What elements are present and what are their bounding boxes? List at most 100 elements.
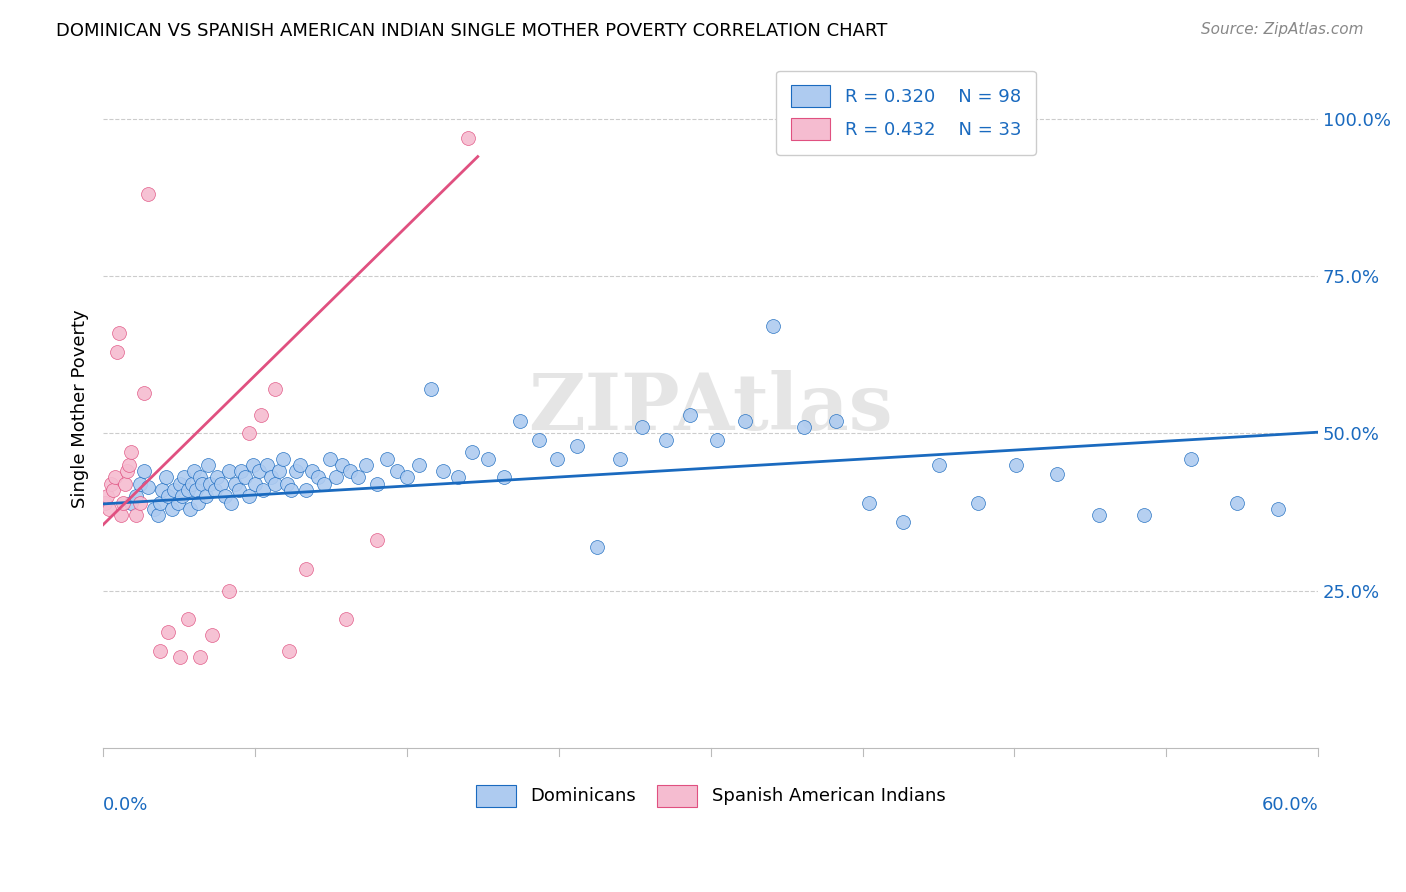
Point xyxy=(94,496,117,510)
Point xyxy=(278,643,301,657)
Point xyxy=(280,483,302,497)
Point xyxy=(269,464,291,478)
Point xyxy=(457,130,479,145)
Point xyxy=(179,502,201,516)
Point xyxy=(128,496,150,510)
Point xyxy=(197,458,219,472)
Point xyxy=(284,464,307,478)
Point xyxy=(163,483,186,497)
Point xyxy=(276,476,298,491)
Point xyxy=(1133,508,1156,523)
Point xyxy=(156,624,179,639)
Point xyxy=(172,489,194,503)
Point xyxy=(762,319,785,334)
Point xyxy=(214,489,236,503)
Point xyxy=(121,445,143,459)
Point xyxy=(128,476,150,491)
Point xyxy=(150,483,173,497)
Point xyxy=(149,643,172,657)
Point xyxy=(630,420,652,434)
Text: ZIPAtlas: ZIPAtlas xyxy=(529,370,893,446)
Point xyxy=(319,451,342,466)
Point xyxy=(509,414,531,428)
Legend: Dominicans, Spanish American Indians: Dominicans, Spanish American Indians xyxy=(468,777,953,814)
Point xyxy=(294,483,316,497)
Point xyxy=(96,489,118,503)
Point xyxy=(112,496,135,510)
Point xyxy=(294,562,316,576)
Text: 0.0%: 0.0% xyxy=(103,796,149,814)
Point xyxy=(110,508,132,523)
Point xyxy=(586,540,609,554)
Point xyxy=(181,476,204,491)
Point xyxy=(108,326,131,340)
Point xyxy=(124,508,146,523)
Point xyxy=(252,483,274,497)
Point xyxy=(527,433,550,447)
Point xyxy=(335,612,357,626)
Text: DOMINICAN VS SPANISH AMERICAN INDIAN SINGLE MOTHER POVERTY CORRELATION CHART: DOMINICAN VS SPANISH AMERICAN INDIAN SIN… xyxy=(56,22,887,40)
Point xyxy=(339,464,361,478)
Point xyxy=(420,383,443,397)
Point xyxy=(183,464,205,478)
Point xyxy=(858,496,880,510)
Point xyxy=(546,451,568,466)
Point xyxy=(825,414,848,428)
Point xyxy=(132,464,155,478)
Point xyxy=(117,464,139,478)
Point xyxy=(205,470,228,484)
Point xyxy=(264,476,287,491)
Point xyxy=(188,470,211,484)
Text: Source: ZipAtlas.com: Source: ZipAtlas.com xyxy=(1201,22,1364,37)
Point xyxy=(124,489,146,503)
Point xyxy=(136,187,159,202)
Point xyxy=(273,451,295,466)
Point xyxy=(177,612,200,626)
Point xyxy=(238,426,260,441)
Point xyxy=(967,496,990,510)
Point xyxy=(136,480,159,494)
Point xyxy=(242,458,264,472)
Point xyxy=(247,464,270,478)
Point xyxy=(325,470,347,484)
Point xyxy=(228,483,250,497)
Point xyxy=(330,458,353,472)
Point xyxy=(204,483,226,497)
Point xyxy=(375,451,398,466)
Point xyxy=(169,649,191,664)
Point xyxy=(356,458,378,472)
Point xyxy=(224,476,246,491)
Point xyxy=(142,502,165,516)
Point xyxy=(477,451,499,466)
Y-axis label: Single Mother Poverty: Single Mother Poverty xyxy=(72,309,89,508)
Point xyxy=(706,433,728,447)
Point xyxy=(218,583,240,598)
Point xyxy=(301,464,323,478)
Point xyxy=(132,385,155,400)
Point xyxy=(734,414,756,428)
Point xyxy=(149,496,172,510)
Point xyxy=(347,470,370,484)
Point xyxy=(928,458,950,472)
Point xyxy=(307,470,329,484)
Point xyxy=(385,464,408,478)
Point xyxy=(146,508,169,523)
Point xyxy=(1046,467,1069,482)
Point xyxy=(209,476,232,491)
Point xyxy=(98,502,121,516)
Point xyxy=(219,496,242,510)
Point xyxy=(408,458,430,472)
Point xyxy=(121,496,143,510)
Point xyxy=(100,476,122,491)
Point xyxy=(191,476,214,491)
Point xyxy=(609,451,631,466)
Point xyxy=(195,489,218,503)
Point xyxy=(229,464,252,478)
Point xyxy=(186,483,208,497)
Point xyxy=(218,464,240,478)
Point xyxy=(243,476,266,491)
Point xyxy=(1267,502,1289,516)
Point xyxy=(312,476,335,491)
Point xyxy=(256,458,278,472)
Point xyxy=(655,433,678,447)
